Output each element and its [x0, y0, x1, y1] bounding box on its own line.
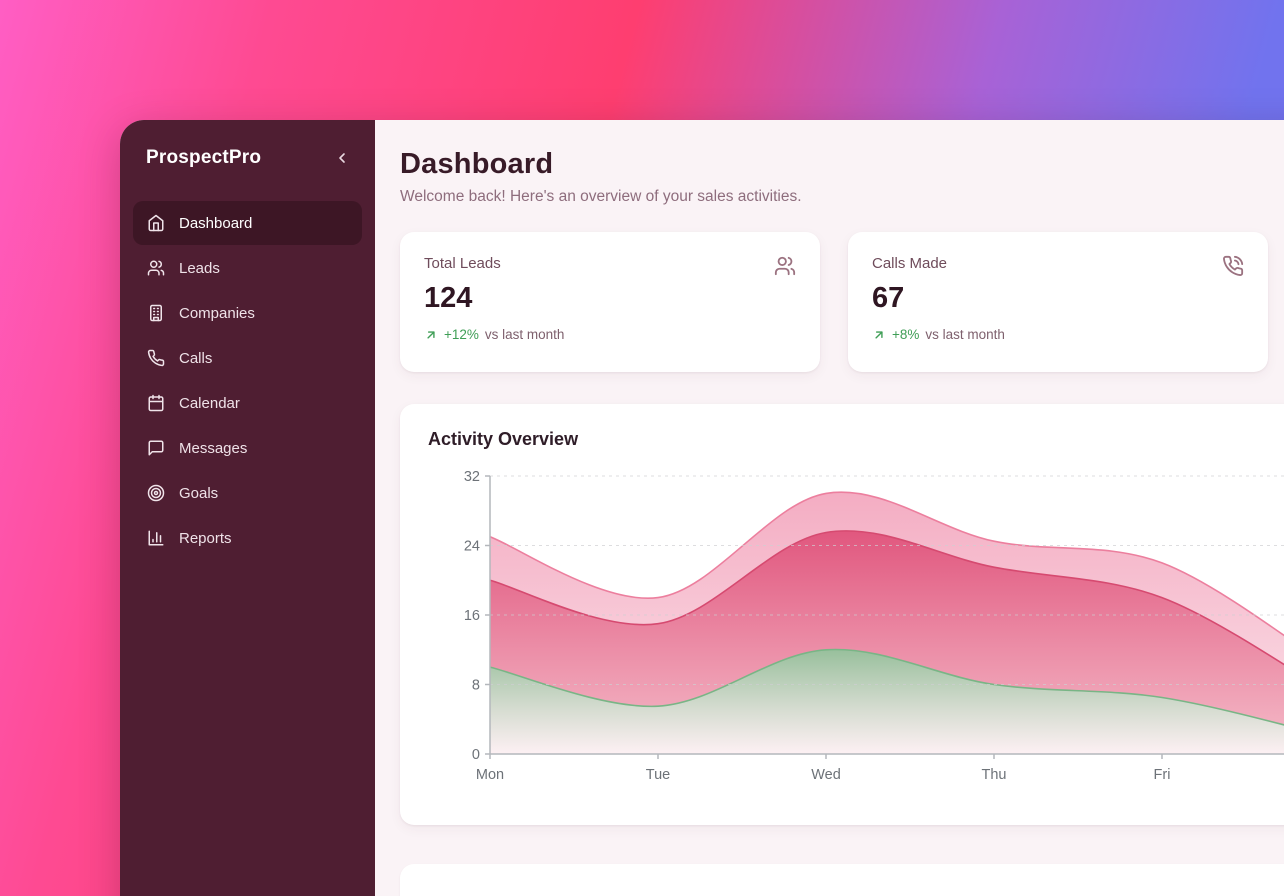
- stat-card-calls-made[interactable]: Calls Made 67 +8% vs last month: [848, 232, 1268, 372]
- page-subtitle: Welcome back! Here's an overview of your…: [400, 188, 802, 205]
- trend-suffix: vs last month: [925, 327, 1005, 342]
- message-square-icon: [147, 439, 165, 457]
- svg-text:32: 32: [464, 469, 480, 485]
- trend-percentage: +8%: [892, 327, 920, 342]
- sidebar-item-label: Calendar: [179, 394, 240, 412]
- phone-icon: [147, 349, 165, 367]
- trend-up-icon: [872, 328, 886, 342]
- trend-percentage: +12%: [444, 327, 479, 342]
- sidebar-item-reports[interactable]: Reports: [133, 516, 362, 560]
- sidebar-nav: Dashboard Leads Companies: [133, 201, 362, 560]
- sidebar-item-companies[interactable]: Companies: [133, 291, 362, 335]
- sidebar-item-calendar[interactable]: Calendar: [133, 381, 362, 425]
- users-icon: [774, 255, 796, 277]
- sidebar-item-label: Calls: [179, 349, 213, 367]
- sidebar-item-label: Dashboard: [179, 214, 253, 232]
- stat-label: Calls Made: [872, 255, 948, 272]
- sidebar-item-label: Goals: [179, 484, 219, 502]
- bar-chart-icon: [147, 529, 165, 547]
- main-content: Dashboard Welcome back! Here's an overvi…: [375, 120, 1284, 896]
- calendar-icon: [147, 394, 165, 412]
- users-icon: [147, 259, 165, 277]
- next-section-card-partial: [400, 864, 1284, 896]
- stat-label: Total Leads: [424, 255, 501, 272]
- svg-text:Fri: Fri: [1154, 767, 1171, 783]
- svg-text:Mon: Mon: [476, 767, 504, 783]
- activity-area-chart[interactable]: 0 8 16 24 32 Mon Tue Wed Thu Fri: [428, 462, 1284, 800]
- sidebar-item-dashboard[interactable]: Dashboard: [133, 201, 362, 245]
- svg-text:24: 24: [464, 539, 480, 555]
- app-window: ProspectPro Dashboard: [120, 120, 1284, 896]
- sidebar-item-calls[interactable]: Calls: [133, 336, 362, 380]
- sidebar-item-messages[interactable]: Messages: [133, 426, 362, 470]
- phone-call-icon: [1222, 255, 1244, 277]
- sidebar-item-leads[interactable]: Leads: [133, 246, 362, 290]
- sidebar-collapse-button[interactable]: [332, 148, 352, 168]
- chart-title: Activity Overview: [428, 429, 579, 449]
- target-icon: [147, 484, 165, 502]
- home-icon: [147, 214, 165, 232]
- svg-text:Tue: Tue: [646, 767, 670, 783]
- sidebar-item-label: Messages: [179, 439, 248, 457]
- sidebar-header: ProspectPro: [133, 120, 362, 201]
- svg-text:16: 16: [464, 608, 480, 624]
- chevron-left-icon: [334, 150, 350, 166]
- page-title: Dashboard: [400, 148, 554, 180]
- activity-overview-card: Activity Overview 0 8 16 24 32 Mon Tue Wed Thu Fr…: [400, 404, 1284, 825]
- sidebar-item-label: Leads: [179, 259, 220, 277]
- building-icon: [147, 304, 165, 322]
- trend-up-icon: [424, 328, 438, 342]
- svg-text:Wed: Wed: [811, 767, 841, 783]
- svg-text:0: 0: [472, 747, 480, 763]
- sidebar-item-label: Reports: [179, 529, 232, 547]
- stat-value: 124: [424, 282, 473, 314]
- svg-text:Thu: Thu: [982, 767, 1007, 783]
- stat-card-total-leads[interactable]: Total Leads 124 +12% vs last month: [400, 232, 820, 372]
- sidebar-item-label: Companies: [179, 304, 255, 322]
- trend-suffix: vs last month: [484, 327, 565, 342]
- sidebar-item-goals[interactable]: Goals: [133, 471, 362, 515]
- stats-row: Total Leads 124 +12% vs last month: [400, 232, 1284, 372]
- svg-text:8: 8: [472, 678, 480, 694]
- sidebar: ProspectPro Dashboard: [120, 120, 375, 896]
- stat-value: 67: [872, 282, 905, 314]
- app-logo-text: ProspectPro: [146, 147, 262, 168]
